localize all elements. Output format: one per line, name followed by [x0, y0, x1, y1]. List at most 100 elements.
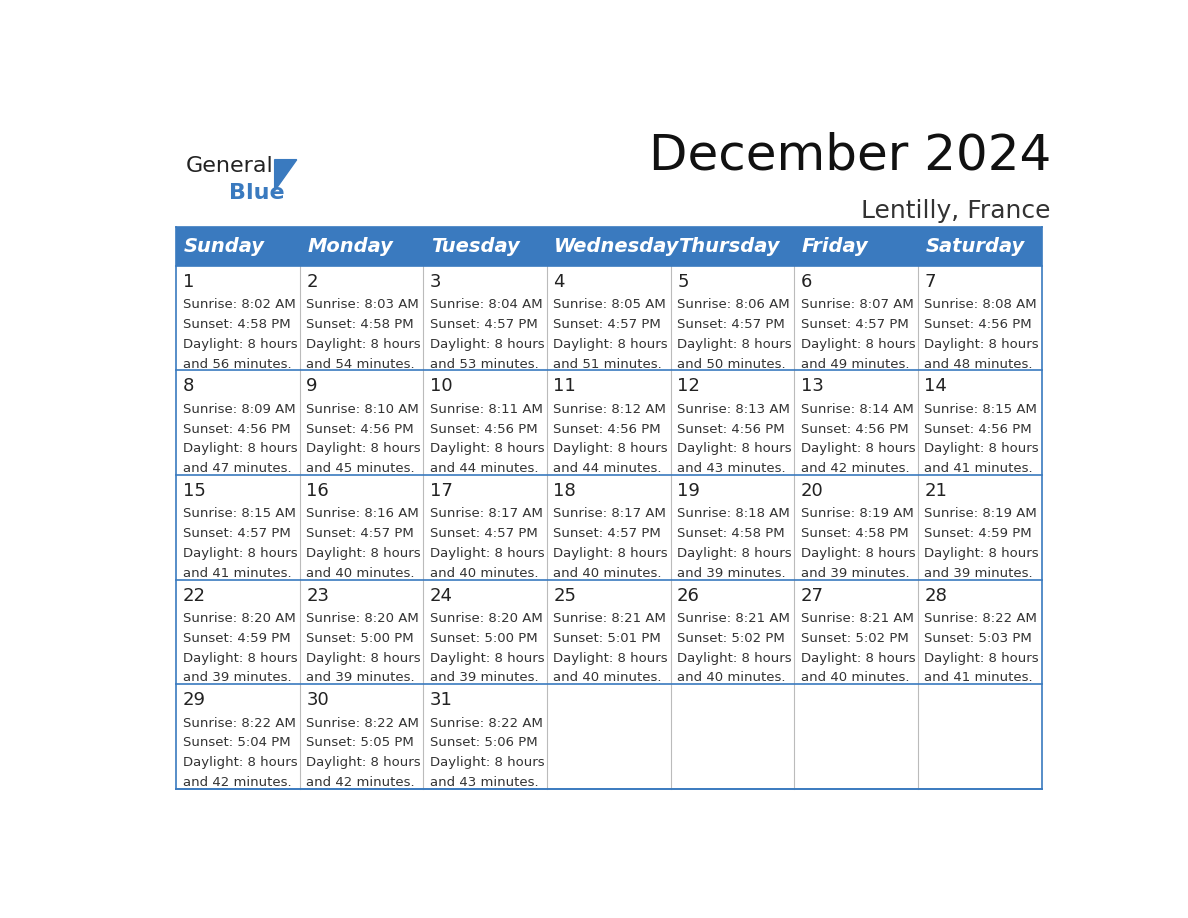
- Text: Sunrise: 8:21 AM: Sunrise: 8:21 AM: [677, 612, 790, 625]
- Text: Sunset: 4:57 PM: Sunset: 4:57 PM: [554, 318, 662, 331]
- Bar: [176, 265, 299, 370]
- Text: Sunrise: 8:05 AM: Sunrise: 8:05 AM: [554, 298, 666, 311]
- Text: Daylight: 8 hours: Daylight: 8 hours: [801, 652, 916, 665]
- Text: Sunrise: 8:17 AM: Sunrise: 8:17 AM: [554, 508, 666, 521]
- Bar: [918, 265, 1042, 370]
- Text: and 42 minutes.: and 42 minutes.: [307, 776, 415, 789]
- Text: Daylight: 8 hours: Daylight: 8 hours: [554, 652, 668, 665]
- Text: Sunrise: 8:19 AM: Sunrise: 8:19 AM: [924, 508, 1037, 521]
- Text: Sunrise: 8:21 AM: Sunrise: 8:21 AM: [801, 612, 914, 625]
- Text: 29: 29: [183, 691, 206, 710]
- Text: and 47 minutes.: and 47 minutes.: [183, 462, 291, 476]
- Text: and 39 minutes.: and 39 minutes.: [924, 566, 1034, 580]
- Bar: [546, 579, 671, 684]
- Text: Sunset: 4:56 PM: Sunset: 4:56 PM: [924, 318, 1032, 331]
- Text: Sunrise: 8:20 AM: Sunrise: 8:20 AM: [307, 612, 419, 625]
- Text: 21: 21: [924, 482, 947, 500]
- Text: and 48 minutes.: and 48 minutes.: [924, 357, 1032, 371]
- Text: 17: 17: [430, 482, 453, 500]
- Text: Daylight: 8 hours: Daylight: 8 hours: [430, 652, 544, 665]
- Text: Daylight: 8 hours: Daylight: 8 hours: [183, 442, 297, 455]
- Text: 5: 5: [677, 273, 689, 291]
- Text: and 50 minutes.: and 50 minutes.: [677, 357, 785, 371]
- Text: 25: 25: [554, 587, 576, 605]
- Text: Sunset: 4:57 PM: Sunset: 4:57 PM: [430, 318, 538, 331]
- Text: Daylight: 8 hours: Daylight: 8 hours: [801, 547, 916, 560]
- Text: 15: 15: [183, 482, 206, 500]
- Text: Sunset: 5:06 PM: Sunset: 5:06 PM: [430, 736, 537, 749]
- Text: and 45 minutes.: and 45 minutes.: [307, 462, 415, 476]
- Text: 22: 22: [183, 587, 206, 605]
- Text: Sunrise: 8:20 AM: Sunrise: 8:20 AM: [430, 612, 543, 625]
- Text: and 41 minutes.: and 41 minutes.: [924, 462, 1034, 476]
- Text: and 43 minutes.: and 43 minutes.: [677, 462, 785, 476]
- Text: Daylight: 8 hours: Daylight: 8 hours: [307, 756, 421, 769]
- Text: and 39 minutes.: and 39 minutes.: [183, 671, 291, 685]
- Text: Sunrise: 8:19 AM: Sunrise: 8:19 AM: [801, 508, 914, 521]
- Text: Sunset: 4:57 PM: Sunset: 4:57 PM: [183, 527, 290, 540]
- Text: 19: 19: [677, 482, 700, 500]
- Bar: [176, 684, 299, 789]
- Text: 26: 26: [677, 587, 700, 605]
- Text: Sunset: 5:03 PM: Sunset: 5:03 PM: [924, 632, 1032, 644]
- Text: Monday: Monday: [308, 237, 393, 256]
- Text: 30: 30: [307, 691, 329, 710]
- Text: Daylight: 8 hours: Daylight: 8 hours: [307, 338, 421, 351]
- Text: Sunset: 5:05 PM: Sunset: 5:05 PM: [307, 736, 413, 749]
- Text: Sunset: 5:02 PM: Sunset: 5:02 PM: [801, 632, 909, 644]
- Text: and 42 minutes.: and 42 minutes.: [801, 462, 909, 476]
- Text: 14: 14: [924, 377, 947, 396]
- Text: Sunset: 4:57 PM: Sunset: 4:57 PM: [430, 527, 538, 540]
- Text: Daylight: 8 hours: Daylight: 8 hours: [307, 442, 421, 455]
- Text: and 40 minutes.: and 40 minutes.: [554, 671, 662, 685]
- Text: Daylight: 8 hours: Daylight: 8 hours: [677, 442, 791, 455]
- Text: Daylight: 8 hours: Daylight: 8 hours: [554, 442, 668, 455]
- Text: Sunset: 5:00 PM: Sunset: 5:00 PM: [430, 632, 537, 644]
- Bar: [546, 684, 671, 789]
- Text: 13: 13: [801, 377, 823, 396]
- Text: Daylight: 8 hours: Daylight: 8 hours: [183, 756, 297, 769]
- Text: Daylight: 8 hours: Daylight: 8 hours: [677, 547, 791, 560]
- Bar: [918, 684, 1042, 789]
- Bar: [795, 227, 918, 265]
- Bar: [671, 227, 795, 265]
- Bar: [423, 475, 546, 579]
- Bar: [546, 227, 671, 265]
- Text: Blue: Blue: [228, 183, 284, 203]
- Text: General: General: [185, 156, 273, 176]
- Bar: [671, 684, 795, 789]
- Text: Sunrise: 8:09 AM: Sunrise: 8:09 AM: [183, 403, 295, 416]
- Text: Sunset: 4:56 PM: Sunset: 4:56 PM: [307, 422, 413, 436]
- Text: 27: 27: [801, 587, 823, 605]
- Text: Sunrise: 8:14 AM: Sunrise: 8:14 AM: [801, 403, 914, 416]
- Text: Sunrise: 8:11 AM: Sunrise: 8:11 AM: [430, 403, 543, 416]
- Text: Daylight: 8 hours: Daylight: 8 hours: [430, 442, 544, 455]
- Text: and 40 minutes.: and 40 minutes.: [554, 566, 662, 580]
- Text: Daylight: 8 hours: Daylight: 8 hours: [677, 338, 791, 351]
- Bar: [546, 475, 671, 579]
- Text: Sunset: 5:01 PM: Sunset: 5:01 PM: [554, 632, 662, 644]
- Text: Sunrise: 8:17 AM: Sunrise: 8:17 AM: [430, 508, 543, 521]
- Text: and 43 minutes.: and 43 minutes.: [430, 776, 538, 789]
- Bar: [795, 370, 918, 475]
- Text: 8: 8: [183, 377, 194, 396]
- Text: Sunset: 5:00 PM: Sunset: 5:00 PM: [307, 632, 413, 644]
- Text: Daylight: 8 hours: Daylight: 8 hours: [430, 756, 544, 769]
- Text: and 39 minutes.: and 39 minutes.: [677, 566, 785, 580]
- Text: Daylight: 8 hours: Daylight: 8 hours: [924, 547, 1040, 560]
- Text: Daylight: 8 hours: Daylight: 8 hours: [554, 338, 668, 351]
- Bar: [176, 475, 299, 579]
- Text: and 39 minutes.: and 39 minutes.: [430, 671, 538, 685]
- Text: Daylight: 8 hours: Daylight: 8 hours: [183, 338, 297, 351]
- Text: 28: 28: [924, 587, 947, 605]
- Text: and 44 minutes.: and 44 minutes.: [554, 462, 662, 476]
- Text: Sunset: 4:57 PM: Sunset: 4:57 PM: [677, 318, 785, 331]
- Text: Wednesday: Wednesday: [555, 237, 680, 256]
- Text: Daylight: 8 hours: Daylight: 8 hours: [430, 338, 544, 351]
- Text: and 54 minutes.: and 54 minutes.: [307, 357, 415, 371]
- Text: Sunrise: 8:22 AM: Sunrise: 8:22 AM: [430, 717, 543, 730]
- Text: 2: 2: [307, 273, 317, 291]
- Text: Sunset: 4:58 PM: Sunset: 4:58 PM: [183, 318, 290, 331]
- Text: Sunrise: 8:07 AM: Sunrise: 8:07 AM: [801, 298, 914, 311]
- Bar: [671, 265, 795, 370]
